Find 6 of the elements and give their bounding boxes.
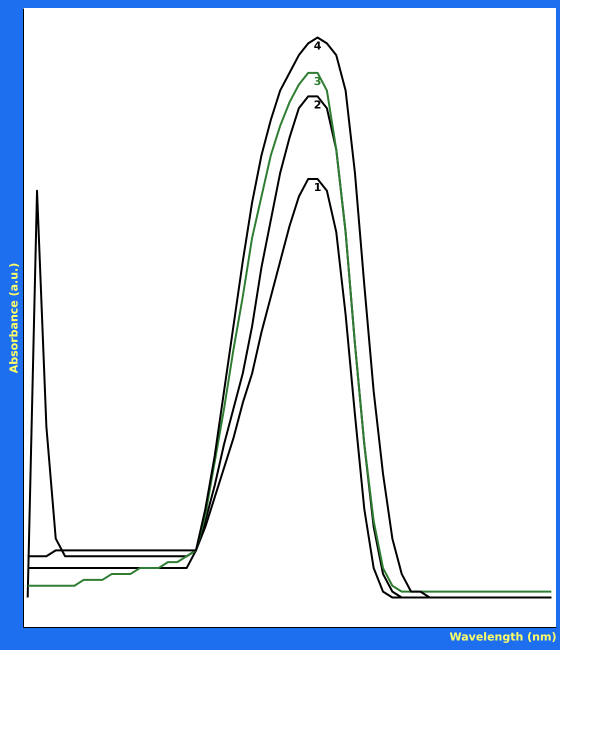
- series-label: 4: [314, 39, 322, 52]
- series-label: 3: [314, 74, 322, 88]
- x-axis-title: Wavelength (nm): [450, 630, 556, 644]
- y-axis-title: Absorbance (a.u.): [8, 262, 20, 374]
- series-label: 1: [314, 180, 322, 194]
- series-label: 2: [314, 98, 322, 112]
